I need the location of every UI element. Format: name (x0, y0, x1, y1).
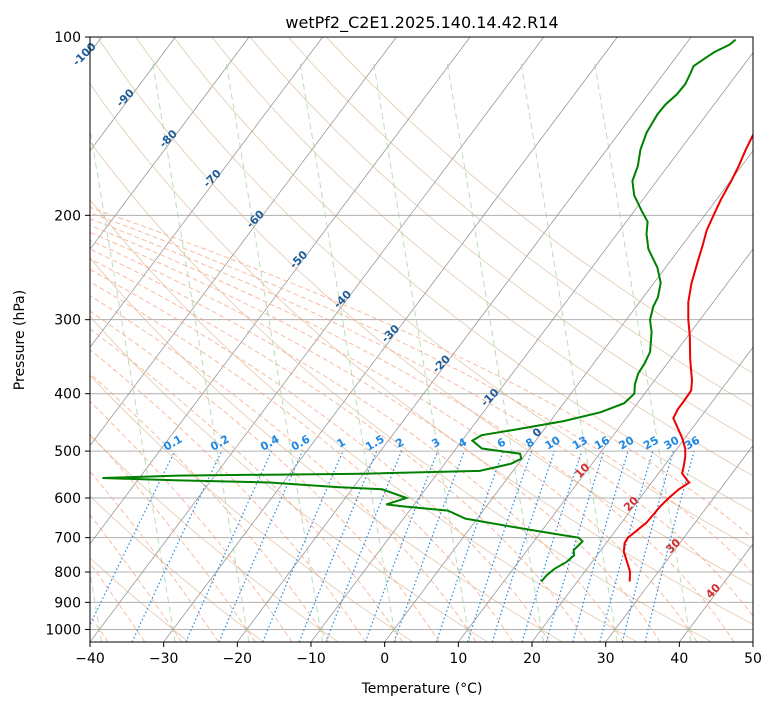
mixing-ratio-line (325, 450, 403, 642)
moist-adiabat-line (90, 206, 753, 540)
plot-frame (89, 36, 754, 643)
x-tick-label: 30 (597, 651, 615, 667)
isotherm-line (90, 37, 397, 447)
wet-line (372, 61, 471, 642)
isotherm-line (458, 248, 753, 642)
isotherm-line (163, 37, 618, 642)
plot-background (90, 37, 753, 642)
moist-adiabat-line (90, 310, 440, 642)
moist-adiabat-line (90, 400, 293, 642)
dry-adiabat-line (325, 37, 753, 374)
sounding-profiles (102, 38, 753, 583)
moist-adiabat-line (90, 562, 146, 642)
dry-adiabat-line (90, 198, 638, 642)
moist-adiabat-line (90, 372, 330, 642)
mixing-ratio-line (621, 450, 674, 642)
mixing-ratio-line (466, 450, 533, 642)
mixing-ratio-line (298, 450, 378, 642)
x-axis: −40 −30 −20 −10 0 10 20 30 40 50 (75, 642, 762, 667)
mixing-ratio-line (572, 450, 629, 642)
wet-line (520, 61, 618, 642)
y-axis: 100 200 300 400 500 600 700 800 900 1000 (45, 30, 90, 638)
moist-adiabat-line (90, 470, 219, 642)
dry-adiabat-line (135, 37, 753, 549)
x-tick-label: −40 (75, 651, 105, 667)
x-tick-label: 10 (449, 651, 467, 667)
mixing-ratio-line (521, 450, 583, 642)
y-tick-label: 1000 (45, 622, 81, 638)
y-tick-label: 700 (54, 531, 81, 547)
x-tick-label: 40 (670, 651, 688, 667)
y-tick-label: 400 (54, 387, 81, 403)
isotherm-line (90, 37, 471, 545)
x-axis-label: Temperature (°C) (361, 681, 483, 697)
dry-adiabat-line (90, 141, 712, 642)
mixing-ratio-line (185, 450, 273, 642)
isotherm-line (90, 37, 176, 152)
moist-adiabat-line (90, 224, 735, 642)
dewpoint-line (102, 38, 737, 583)
y-tick-label: 600 (54, 491, 81, 507)
dry-adiabat-line (90, 315, 488, 642)
dry-adiabat-line (211, 37, 753, 477)
wet-line (151, 61, 250, 642)
isotherm-line (605, 444, 753, 642)
isotherm-line (237, 37, 692, 642)
x-tick-label: 20 (523, 651, 541, 667)
wet-line (90, 126, 176, 642)
mixing-ratio-line (90, 450, 176, 627)
dry-adiabat-line (249, 37, 753, 442)
moist-adiabat-line (90, 513, 183, 642)
dry-adiabat-line (287, 37, 753, 408)
dry-adiabat-line (90, 495, 264, 642)
mixing-ratio-line (644, 450, 695, 642)
mixing-ratio-line (435, 450, 504, 642)
chart-title: wetPf2_C2E1.2025.140.14.42.R14 (285, 13, 558, 33)
y-tick-label: 900 (54, 595, 81, 611)
y-tick-label: 200 (54, 208, 81, 224)
moist-adiabat-line (90, 294, 477, 642)
dry-adiabat-line (90, 557, 190, 642)
x-tick-label: 50 (744, 651, 762, 667)
isotherm-line (531, 346, 753, 642)
dry-adiabat-line (90, 83, 753, 625)
isotherm-line (90, 37, 250, 250)
mixing-ratio-line (491, 450, 555, 642)
mixing-ratio-line (393, 450, 465, 642)
moist-adiabat-line (90, 231, 698, 642)
moist-adiabat-line (90, 269, 551, 642)
moist-adiabat-line (90, 248, 624, 642)
isotherm-line (90, 37, 324, 348)
moist-adiabat-line (90, 258, 587, 642)
wet-line (90, 569, 102, 642)
y-tick-label: 500 (54, 444, 81, 460)
y-axis-label: Pressure (hPa) (12, 290, 28, 390)
moist-adiabat-line (90, 349, 367, 642)
x-tick-label: −10 (296, 651, 326, 667)
temperature-line (622, 132, 753, 582)
mixing-ratio-line (218, 450, 303, 642)
x-tick-label: −20 (223, 651, 253, 667)
y-tick-label: 800 (54, 565, 81, 581)
y-tick-label: 300 (54, 313, 81, 329)
mixing-ratio-line (364, 450, 439, 642)
dry-adiabat-line (90, 374, 414, 642)
mixing-ratio-line (262, 450, 344, 642)
mixing-ratio-line (545, 450, 605, 642)
moist-adiabat-line (90, 212, 753, 574)
wet-line (593, 61, 692, 642)
mixing-ratio-line (599, 450, 654, 642)
y-tick-label: 100 (54, 30, 81, 46)
moist-adiabat-line (90, 433, 256, 642)
background-lines (90, 37, 753, 642)
moist-adiabat-line (90, 328, 403, 642)
moist-adiabat-line (90, 218, 753, 618)
x-tick-label: 0 (380, 651, 389, 667)
isotherm-line (384, 150, 753, 642)
x-tick-label: −30 (149, 651, 179, 667)
